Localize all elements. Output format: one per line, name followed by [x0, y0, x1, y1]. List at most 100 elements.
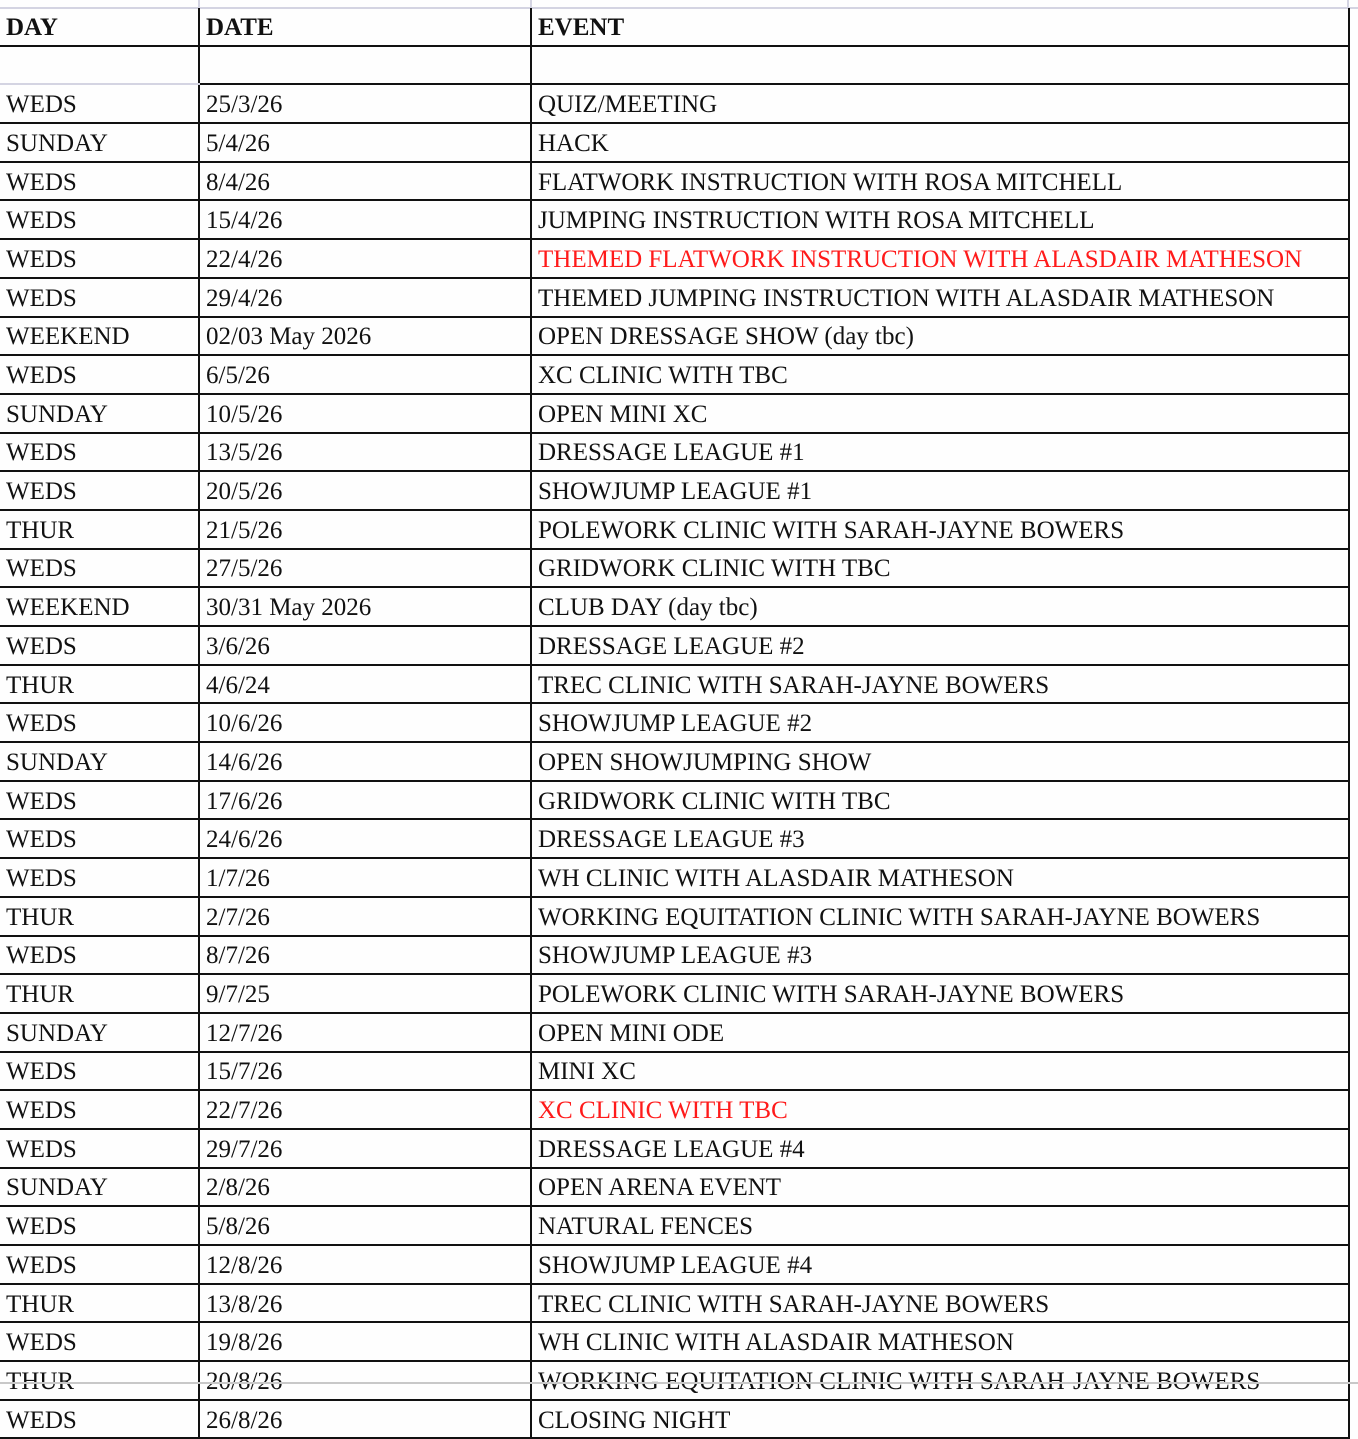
event-cell: TREC CLINIC WITH SARAH-JAYNE BOWERS — [530, 1282, 1350, 1324]
day-cell: SUNDAY — [0, 1166, 200, 1208]
date-cell: 8/7/26 — [198, 934, 532, 976]
event-cell: THEMED JUMPING INSTRUCTION WITH ALASDAIR… — [530, 276, 1350, 318]
day-cell: WEDS — [0, 431, 200, 473]
event-cell: JUMPING INSTRUCTION WITH ROSA MITCHELL — [530, 199, 1350, 241]
day-cell: WEDS — [0, 934, 200, 976]
date-cell: 13/8/26 — [198, 1282, 532, 1324]
day-cell: WEDS — [0, 160, 200, 202]
event-cell: GRIDWORK CLINIC WITH TBC — [530, 779, 1350, 821]
date-cell: 22/7/26 — [198, 1089, 532, 1130]
date-cell: 15/7/26 — [198, 1050, 532, 1092]
table-row: WEDS 29/4/26 THEMED JUMPING INSTRUCTION WI… — [0, 276, 1350, 318]
table-row: WEDS 22/7/26 XC CLINIC WITH TBC — [0, 1089, 1350, 1130]
event-cell: CLOSING NIGHT — [530, 1398, 1350, 1439]
table-row: THUR 20/8/26 WORKING EQUITATION CLINIC WIT… — [0, 1360, 1350, 1401]
table-row: WEDS 20/5/26 SHOWJUMP LEAGUE #1 — [0, 470, 1350, 511]
table-row: WEDS 22/4/26 THEMED FLATWORK INSTRUCTION W… — [0, 238, 1350, 279]
table-row: WEDS 10/6/26 SHOWJUMP LEAGUE #2 — [0, 702, 1350, 744]
event-cell: WORKING EQUITATION CLINIC WITH SARAH-JAY… — [530, 895, 1350, 937]
table-row: WEDS 5/8/26 NATURAL FENCES — [0, 1205, 1350, 1246]
date-cell: 13/5/26 — [198, 431, 532, 473]
event-cell: OPEN MINI ODE — [530, 1011, 1350, 1053]
blank-row — [0, 44, 1350, 86]
event-cell: OPEN ARENA EVENT — [530, 1166, 1350, 1208]
date-cell: 25/3/26 — [198, 83, 532, 125]
header-event: EVENT — [530, 8, 1350, 47]
date-cell: 27/5/26 — [198, 547, 532, 589]
date-cell: 20/8/26 — [198, 1360, 532, 1401]
day-cell: SUNDAY — [0, 122, 200, 163]
event-cell: HACK — [530, 122, 1350, 163]
table-row: THUR 13/8/26 TREC CLINIC WITH SARAH-JAYNE … — [0, 1282, 1350, 1324]
day-cell: WEDS — [0, 1321, 200, 1363]
day-cell: WEDS — [0, 702, 200, 744]
column-guide — [1347, 0, 1349, 8]
date-cell: 8/4/26 — [198, 160, 532, 202]
event-cell: XC CLINIC WITH TBC — [530, 1089, 1350, 1130]
date-cell: 20/5/26 — [198, 470, 532, 511]
day-cell: WEDS — [0, 199, 200, 241]
table-row: SUNDAY 14/6/26 OPEN SHOWJUMPING SHOW — [0, 741, 1350, 782]
day-cell: WEEKEND — [0, 586, 200, 627]
date-cell: 12/7/26 — [198, 1011, 532, 1053]
day-cell: WEEKEND — [0, 315, 200, 357]
date-cell: 14/6/26 — [198, 741, 532, 782]
date-cell: 29/4/26 — [198, 276, 532, 318]
day-cell: WEDS — [0, 1127, 200, 1169]
table-row: THUR 9/7/25 POLEWORK CLINIC WITH SARAH-JAY… — [0, 973, 1350, 1014]
date-cell: 24/6/26 — [198, 818, 532, 860]
day-cell: THUR — [0, 1282, 200, 1324]
day-cell: THUR — [0, 508, 200, 550]
date-cell: 30/31 May 2026 — [198, 586, 532, 627]
date-cell: 9/7/25 — [198, 973, 532, 1014]
blank-cell — [0, 44, 200, 86]
event-cell: SHOWJUMP LEAGUE #4 — [530, 1244, 1350, 1285]
event-cell: WH CLINIC WITH ALASDAIR MATHESON — [530, 857, 1350, 898]
day-cell: WEDS — [0, 1050, 200, 1092]
table-row: SUNDAY 12/7/26 OPEN MINI ODE — [0, 1011, 1350, 1053]
event-cell: NATURAL FENCES — [530, 1205, 1350, 1246]
day-cell: SUNDAY — [0, 741, 200, 782]
day-cell: WEDS — [0, 238, 200, 279]
date-cell: 29/7/26 — [198, 1127, 532, 1169]
day-cell: WEDS — [0, 470, 200, 511]
day-cell: THUR — [0, 663, 200, 705]
event-cell: THEMED FLATWORK INSTRUCTION WITH ALASDAI… — [530, 238, 1350, 279]
day-cell: WEDS — [0, 625, 200, 666]
date-cell: 17/6/26 — [198, 779, 532, 821]
table-row: WEDS 24/6/26 DRESSAGE LEAGUE #3 — [0, 818, 1350, 860]
table-row: WEEKEND 30/31 May 2026 CLUB DAY (day tbc) — [0, 586, 1350, 627]
date-cell: 19/8/26 — [198, 1321, 532, 1363]
table-row: WEDS 15/4/26 JUMPING INSTRUCTION WITH ROSA… — [0, 199, 1350, 241]
day-cell: WEDS — [0, 1244, 200, 1285]
date-cell: 12/8/26 — [198, 1244, 532, 1285]
table-row: SUNDAY 2/8/26 OPEN ARENA EVENT — [0, 1166, 1350, 1208]
event-cell: OPEN DRESSAGE SHOW (day tbc) — [530, 315, 1350, 357]
date-cell: 4/6/24 — [198, 663, 532, 705]
day-cell: SUNDAY — [0, 392, 200, 434]
table-row: SUNDAY 5/4/26 HACK — [0, 122, 1350, 163]
event-cell: DRESSAGE LEAGUE #2 — [530, 625, 1350, 666]
blank-cell — [198, 44, 532, 86]
day-cell: WEDS — [0, 1398, 200, 1439]
event-cell: QUIZ/MEETING — [530, 83, 1350, 125]
day-cell: WEDS — [0, 857, 200, 898]
day-cell: THUR — [0, 973, 200, 1014]
day-cell: THUR — [0, 1360, 200, 1401]
day-cell: SUNDAY — [0, 1011, 200, 1053]
date-cell: 1/7/26 — [198, 857, 532, 898]
event-cell: CLUB DAY (day tbc) — [530, 586, 1350, 627]
event-cell: SHOWJUMP LEAGUE #2 — [530, 702, 1350, 744]
event-cell: TREC CLINIC WITH SARAH-JAYNE BOWERS — [530, 663, 1350, 705]
event-cell: SHOWJUMP LEAGUE #1 — [530, 470, 1350, 511]
table-row: WEDS 27/5/26 GRIDWORK CLINIC WITH TBC — [0, 547, 1350, 589]
day-cell: WEDS — [0, 1089, 200, 1130]
date-cell: 2/7/26 — [198, 895, 532, 937]
table-row: WEDS 17/6/26 GRIDWORK CLINIC WITH TBC — [0, 779, 1350, 821]
event-cell: WH CLINIC WITH ALASDAIR MATHESON — [530, 1321, 1350, 1363]
day-cell: WEDS — [0, 779, 200, 821]
table-row: WEDS 13/5/26 DRESSAGE LEAGUE #1 — [0, 431, 1350, 473]
event-cell: WORKING EQUITATION CLINIC WITH SARAH-JAY… — [530, 1360, 1350, 1401]
header-date: DATE — [198, 8, 532, 47]
event-cell: POLEWORK CLINIC WITH SARAH-JAYNE BOWERS — [530, 973, 1350, 1014]
